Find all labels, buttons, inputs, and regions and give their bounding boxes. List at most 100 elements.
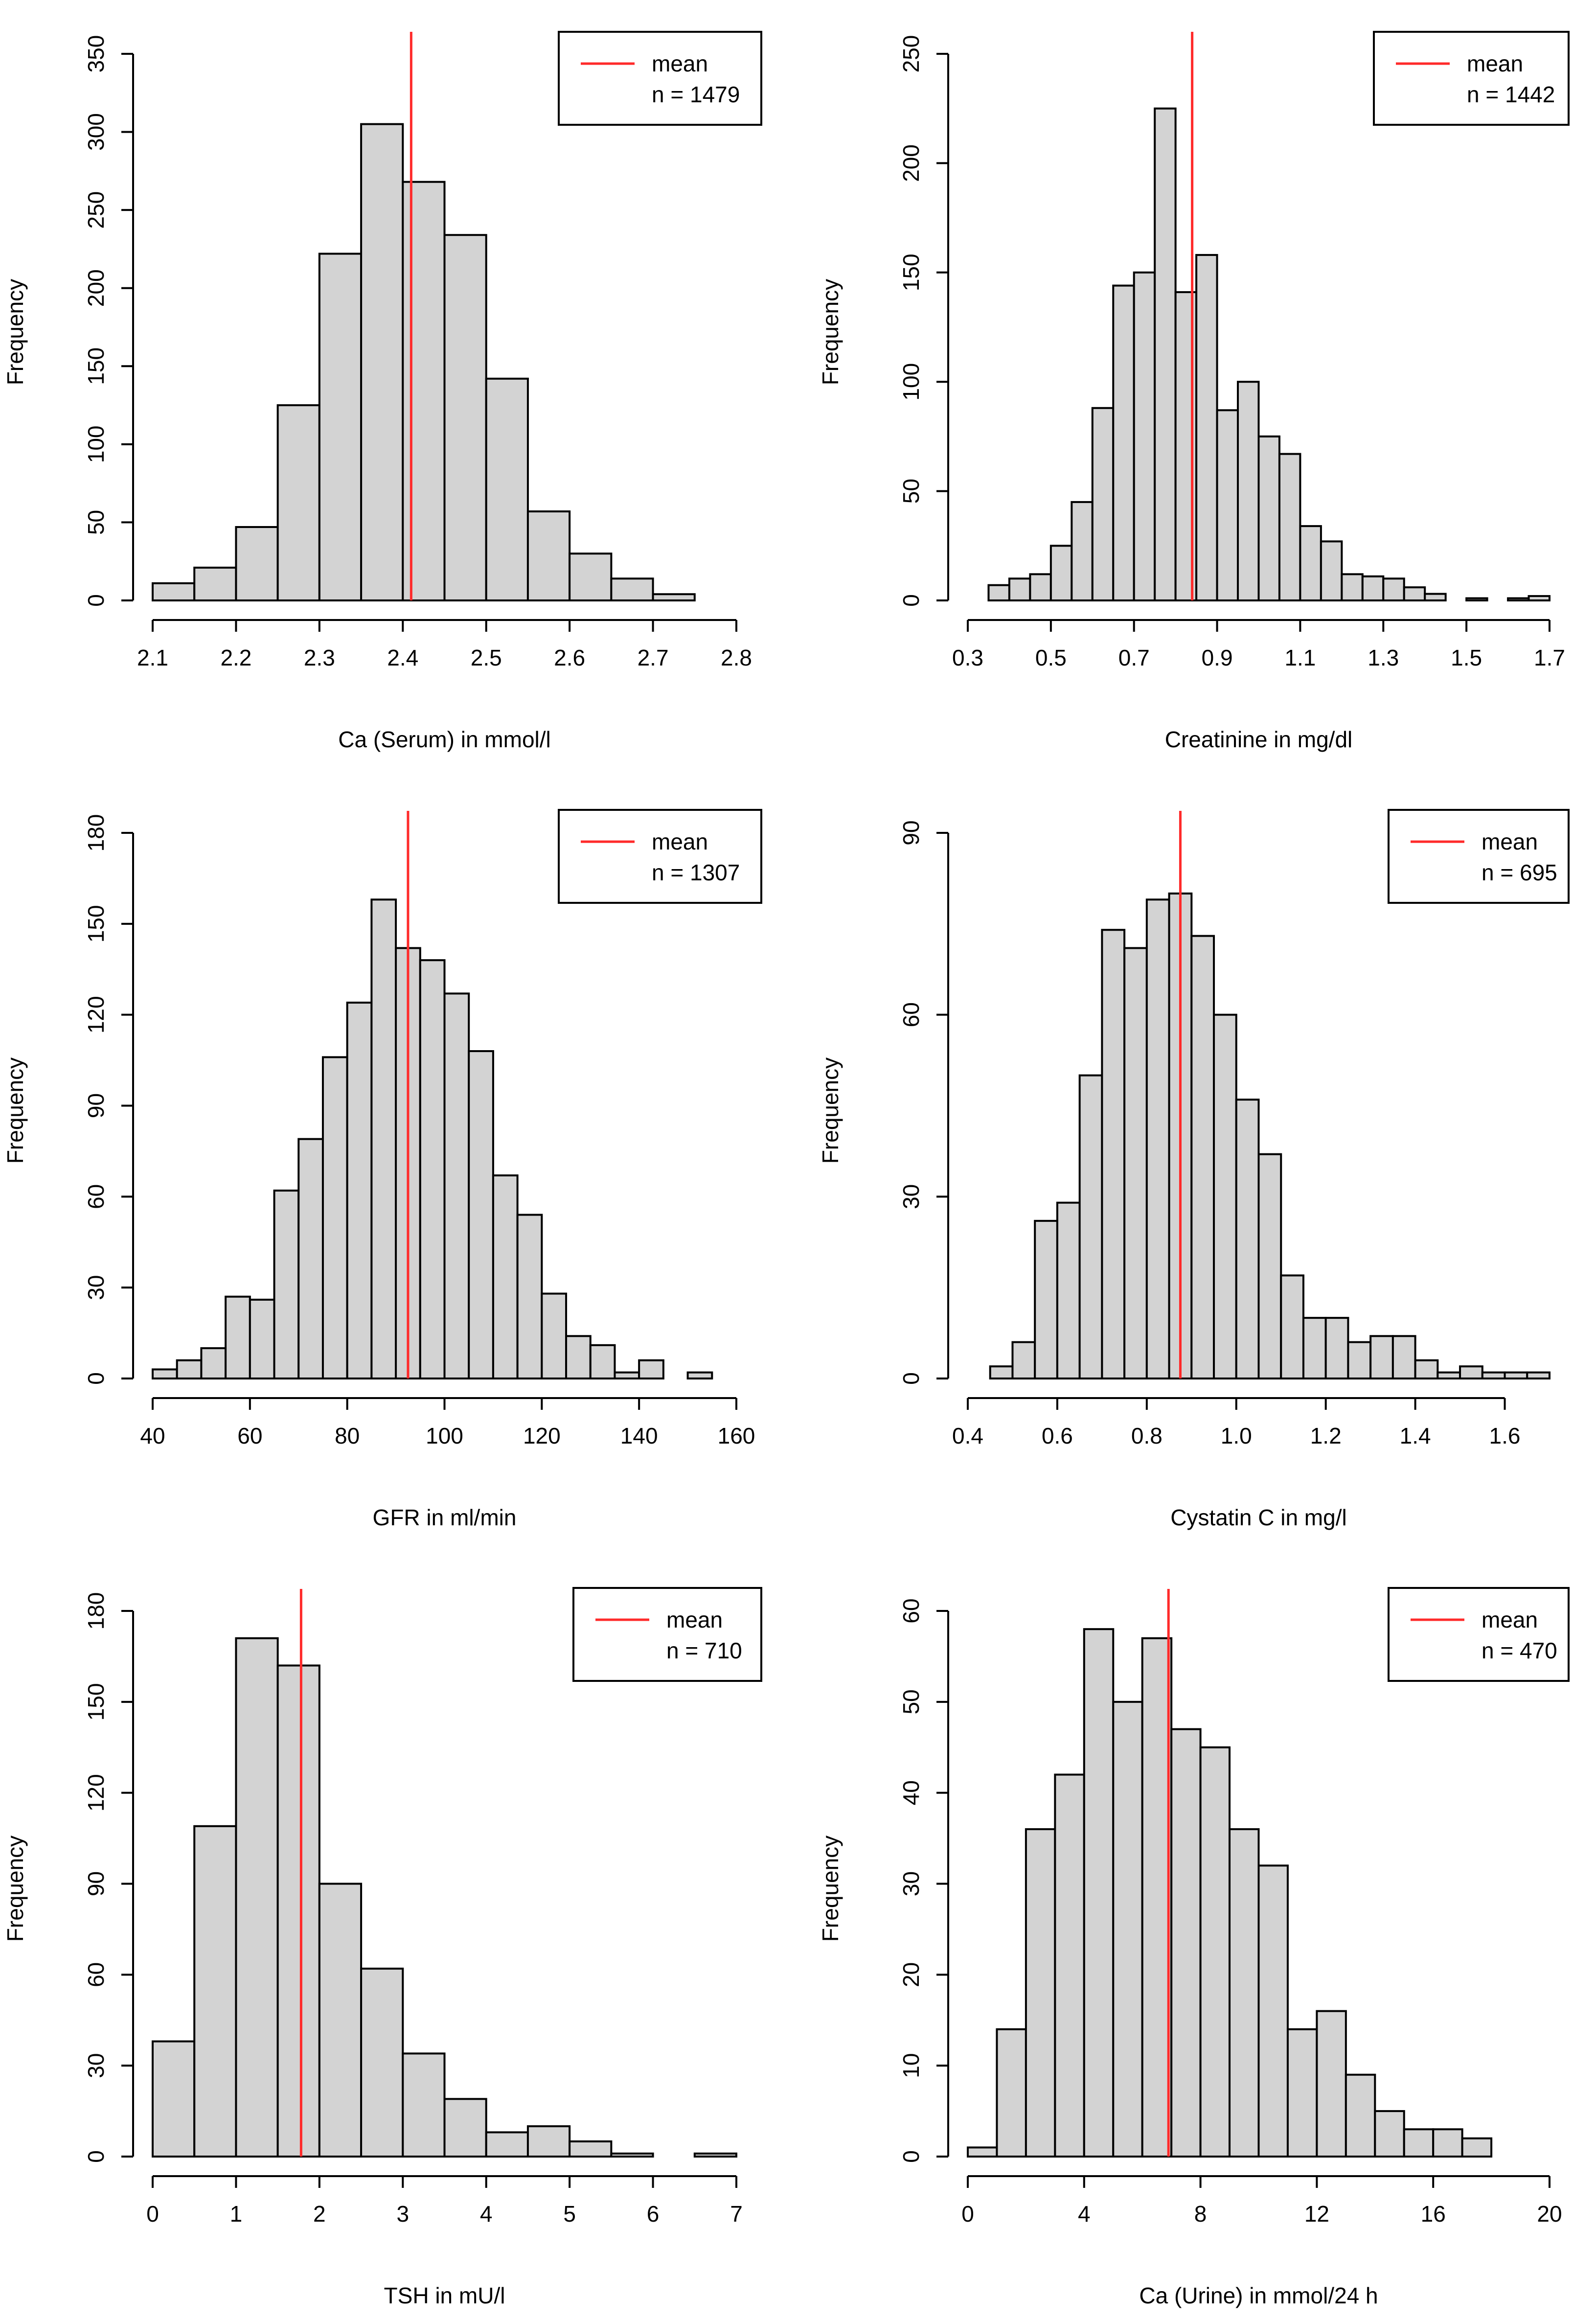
histogram-bar	[652, 593, 696, 601]
histogram-bar	[614, 1371, 640, 1379]
y-tick-label: 10	[898, 2053, 924, 2078]
y-tick-label: 50	[83, 510, 109, 535]
x-tick-label: 1.1	[1284, 645, 1316, 670]
y-tick-label: 150	[83, 1683, 109, 1721]
y-tick-label: 250	[898, 35, 924, 73]
x-axis: 0 4 8 12 16 20	[961, 2175, 1562, 2227]
histogram-bar	[1034, 1219, 1058, 1380]
x-tick-label: 0	[961, 2201, 974, 2227]
histogram-bar	[1286, 2028, 1318, 2158]
x-tick-label: 2.7	[638, 645, 669, 670]
x-tick-label: 0.5	[1035, 645, 1067, 670]
histogram-bar	[193, 1825, 237, 2158]
histogram-bar	[526, 2125, 571, 2158]
histogram-bar	[360, 123, 404, 602]
x-axis-title: GFR in ml/min	[373, 1505, 517, 1530]
legend-n-label: n = 710	[666, 1638, 742, 1663]
legend: mean n = 1307	[558, 809, 762, 904]
y-tick-label: 60	[83, 1962, 109, 1987]
x-tick-label: 0.6	[1042, 1423, 1073, 1448]
histogram-bar	[1341, 573, 1364, 602]
histogram-bar	[1507, 597, 1530, 601]
x-tick-label: 7	[730, 2201, 743, 2227]
histogram-bar	[1054, 1773, 1085, 2158]
y-tick-label: 30	[898, 1871, 924, 1896]
legend-mean-label: mean	[666, 1607, 723, 1632]
histogram-bar	[987, 584, 1010, 601]
y-tick-label: 180	[83, 814, 109, 852]
y-tick-label: 0	[898, 594, 924, 607]
legend-n-label: n = 1479	[652, 82, 740, 107]
histogram-bar	[1071, 501, 1094, 601]
legend-box	[1373, 31, 1570, 126]
x-tick-label: 0.3	[952, 645, 983, 670]
histogram-bar	[638, 1359, 664, 1379]
histogram-bar	[526, 510, 571, 602]
legend-box	[558, 31, 762, 126]
histogram-bar	[516, 1214, 543, 1379]
histogram-bar	[152, 1368, 178, 1380]
x-tick-label: 5	[563, 2201, 576, 2227]
histogram-bar	[1199, 1746, 1231, 2158]
legend-mean-label: mean	[652, 829, 708, 854]
x-tick-label: 140	[620, 1423, 658, 1448]
x-axis-title: Ca (Urine) in mmol/24 h	[1139, 2283, 1378, 2308]
histogram-bar	[1154, 107, 1177, 601]
x-tick-label: 120	[523, 1423, 561, 1448]
y-axis-title: Frequency	[818, 279, 843, 385]
y-tick-label: 300	[83, 113, 109, 151]
x-tick-label: 12	[1304, 2201, 1329, 2227]
histogram-bar	[402, 181, 446, 601]
histogram-bar	[565, 1335, 592, 1380]
x-tick-label: 60	[237, 1423, 262, 1448]
y-tick-label: 20	[898, 1962, 924, 1987]
histogram-bar	[1083, 1628, 1115, 2158]
x-axis: 0.3 0.5 0.7 0.9 1.1 1.3 1.5 1.7	[952, 619, 1565, 670]
x-tick-label: 3	[396, 2201, 409, 2227]
x-tick-label: 2.1	[137, 645, 168, 670]
y-tick-label: 120	[83, 1774, 109, 1812]
histogram-bar	[1112, 1700, 1143, 2158]
x-tick-label: 1	[230, 2201, 243, 2227]
x-tick-label: 1.6	[1489, 1423, 1521, 1448]
y-tick-label: 200	[898, 144, 924, 182]
y-tick-label: 40	[898, 1780, 924, 1805]
histogram-bar	[1278, 453, 1301, 601]
histogram-bar	[346, 1001, 373, 1379]
histogram-bar	[610, 2152, 654, 2158]
y-tick-label: 180	[83, 1592, 109, 1630]
histogram-bar	[989, 1365, 1014, 1379]
histogram-bar	[1432, 2128, 1463, 2158]
x-tick-label: 20	[1537, 2201, 1562, 2227]
x-tick-label: 1.7	[1534, 645, 1565, 670]
histogram-bar	[318, 1883, 363, 2158]
histogram-panel-bottom-left: 0 1 2 3 4 5 6 7 TSH in mU/l 0 30 60 90 120 150 180 Frequ…	[2, 1587, 762, 2308]
histogram-bar	[1229, 1828, 1260, 2158]
histogram-bar	[1403, 586, 1426, 602]
y-tick-label: 200	[83, 269, 109, 307]
histogram-panel-top-left: 2.1 2.2 2.3 2.4 2.5 2.6 2.7 2.8 Ca (Serum) in mm…	[2, 31, 762, 752]
histogram-bar	[1237, 381, 1260, 601]
histogram-bar	[686, 1371, 713, 1379]
histogram-bar	[1049, 545, 1073, 602]
x-tick-label: 0.9	[1202, 645, 1233, 670]
histogram-bar	[1316, 2010, 1347, 2158]
y-tick-label: 150	[898, 253, 924, 291]
legend-box	[558, 809, 762, 904]
histogram-bar	[492, 1174, 519, 1379]
histogram-bar	[419, 959, 446, 1379]
x-tick-label: 1.5	[1451, 645, 1482, 670]
histogram-bar	[235, 526, 279, 601]
histogram-bar	[1091, 407, 1115, 601]
x-axis: 40 60 80 100 120 140 160	[140, 1397, 755, 1448]
x-tick-label: 2.2	[220, 645, 251, 670]
y-tick-label: 0	[898, 2150, 924, 2163]
histogram-bar	[443, 992, 470, 1379]
histogram-bar	[1345, 2073, 1376, 2158]
legend-box	[572, 1587, 762, 1682]
histogram-bar	[1320, 540, 1343, 602]
histogram-bar	[318, 253, 363, 601]
y-tick-label: 100	[83, 425, 109, 463]
histogram-bar	[1424, 593, 1447, 601]
